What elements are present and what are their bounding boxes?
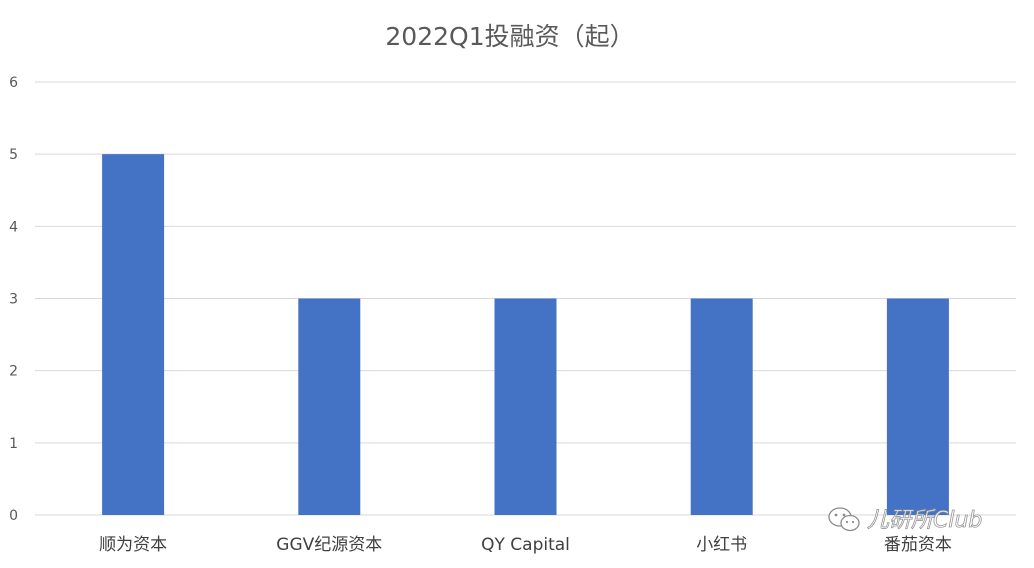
bar xyxy=(494,298,557,515)
chart-title: 2022Q1投融资（起） xyxy=(385,22,634,51)
y-tick-label: 6 xyxy=(9,75,18,91)
watermark: 儿研所Club xyxy=(828,507,983,533)
x-category-label: 番茄资本 xyxy=(884,535,952,555)
y-axis-ticks: 0 1 2 3 4 5 6 xyxy=(9,75,18,524)
x-category-label: GGV纪源资本 xyxy=(276,535,382,555)
bar xyxy=(298,298,361,515)
y-tick-label: 1 xyxy=(9,436,18,452)
x-category-label: 顺为资本 xyxy=(99,535,167,555)
bar xyxy=(886,298,949,515)
x-category-label: 小红书 xyxy=(696,535,747,555)
y-tick-label: 2 xyxy=(9,364,18,380)
bar xyxy=(102,154,165,515)
y-tick-label: 0 xyxy=(9,508,18,524)
x-axis-labels: 顺为资本 GGV纪源资本 QY Capital 小红书 番茄资本 xyxy=(99,535,952,555)
wechat-icon xyxy=(828,507,860,532)
y-tick-label: 4 xyxy=(9,219,18,235)
watermark-text: 儿研所Club xyxy=(867,508,982,533)
x-category-label: QY Capital xyxy=(481,535,570,555)
bars xyxy=(102,154,949,515)
y-tick-label: 3 xyxy=(9,292,18,308)
bar xyxy=(690,298,753,515)
y-tick-label: 5 xyxy=(9,147,18,163)
